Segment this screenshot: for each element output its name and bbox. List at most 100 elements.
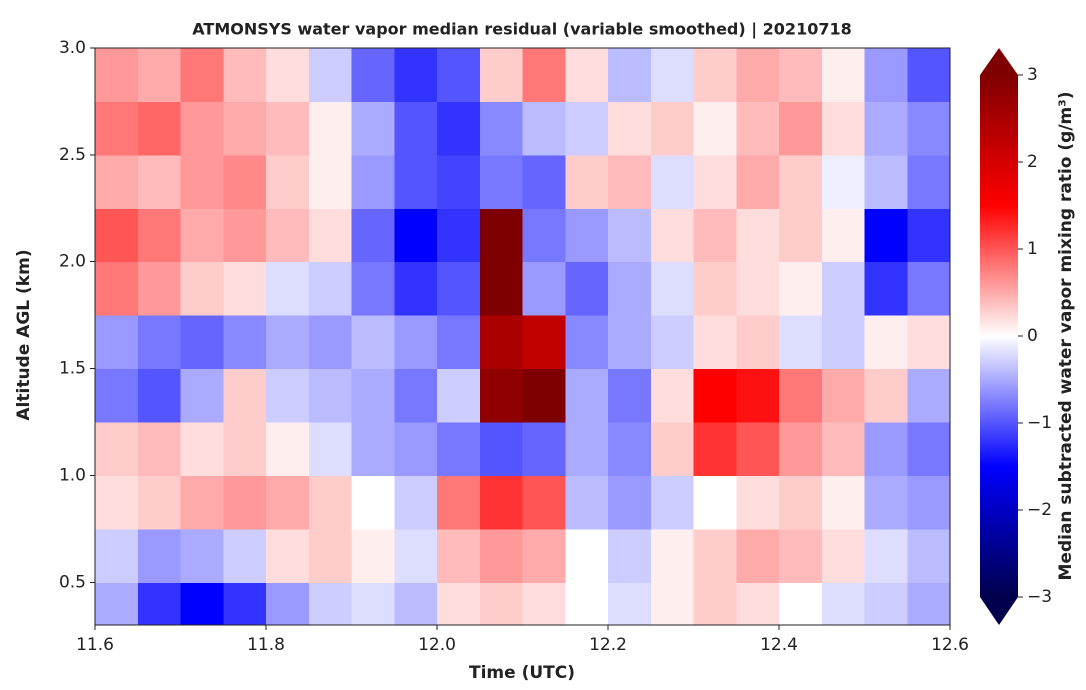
heat-cell: [821, 48, 865, 102]
heat-cell: [522, 315, 566, 370]
heat-cell: [779, 368, 823, 423]
heat-cell: [266, 421, 310, 476]
heat-cell: [437, 421, 481, 476]
heat-cell: [650, 101, 694, 156]
heat-cell: [736, 208, 780, 263]
heat-cell: [180, 315, 224, 370]
heat-cell: [95, 154, 139, 209]
heat-cell: [308, 154, 352, 209]
heat-cell: [650, 475, 694, 530]
heat-cell: [479, 528, 523, 583]
heat-cell: [864, 528, 908, 583]
heat-cell: [736, 48, 780, 102]
y-tick-label: 2.5: [59, 145, 86, 165]
heat-cell: [351, 315, 395, 370]
heat-cell: [180, 368, 224, 423]
heat-cell: [137, 421, 181, 476]
heat-cell: [693, 208, 737, 263]
colorbar: [980, 75, 1018, 597]
heat-cell: [394, 475, 438, 530]
heat-cell: [308, 261, 352, 316]
heat-cell: [736, 101, 780, 156]
heat-cell: [779, 261, 823, 316]
heat-cell: [266, 582, 310, 626]
heat-cell: [907, 261, 951, 316]
heat-cell: [864, 421, 908, 476]
heat-cell: [266, 261, 310, 316]
heat-cell: [394, 315, 438, 370]
heat-cell: [137, 368, 181, 423]
heat-cell: [821, 421, 865, 476]
heat-cell: [137, 528, 181, 583]
heat-cell: [522, 48, 566, 102]
heat-cell: [736, 368, 780, 423]
heat-cell: [608, 475, 652, 530]
heat-cell: [608, 368, 652, 423]
x-tick-label: 12.6: [931, 635, 969, 655]
heat-cell: [308, 315, 352, 370]
heat-cell: [608, 261, 652, 316]
heat-cell: [608, 315, 652, 370]
heat-cell: [394, 208, 438, 263]
heat-cell: [907, 528, 951, 583]
y-axis-label: Altitude AGL (km): [14, 249, 34, 420]
heat-cell: [779, 582, 823, 626]
heat-cell: [95, 582, 139, 626]
heat-cell: [137, 315, 181, 370]
heat-cell: [736, 421, 780, 476]
heat-cell: [180, 261, 224, 316]
heat-cell: [693, 582, 737, 626]
heat-cell: [95, 261, 139, 316]
heat-cell: [351, 101, 395, 156]
heat-cell: [223, 528, 267, 583]
heat-cell: [864, 101, 908, 156]
heat-cell: [864, 261, 908, 316]
heat-cell: [736, 261, 780, 316]
heat-cell: [779, 208, 823, 263]
heat-cell: [522, 475, 566, 530]
heat-cell: [223, 582, 267, 626]
heat-cell: [351, 48, 395, 102]
heat-cell: [522, 528, 566, 583]
heat-cell: [693, 421, 737, 476]
heat-cell: [137, 154, 181, 209]
heat-cell: [223, 368, 267, 423]
heat-cell: [479, 261, 523, 316]
heat-cell: [907, 421, 951, 476]
heat-cell: [266, 208, 310, 263]
heat-cell: [779, 48, 823, 102]
heat-cell: [693, 368, 737, 423]
heat-cell: [394, 528, 438, 583]
heat-cell: [821, 582, 865, 626]
heat-cell: [394, 48, 438, 102]
heat-cell: [266, 315, 310, 370]
colorbar-tick-label: 0: [1027, 326, 1038, 346]
heat-cell: [95, 315, 139, 370]
heat-cell: [650, 315, 694, 370]
heat-cell: [394, 154, 438, 209]
heat-cell: [736, 528, 780, 583]
heat-cell: [223, 101, 267, 156]
heat-cell: [608, 101, 652, 156]
heat-cell: [650, 48, 694, 102]
heat-cell: [180, 154, 224, 209]
heat-cell: [479, 368, 523, 423]
heat-cell: [907, 582, 951, 626]
heat-cell: [95, 368, 139, 423]
heat-cell: [351, 582, 395, 626]
heat-cell: [522, 261, 566, 316]
heat-cell: [821, 208, 865, 263]
heat-cell: [308, 208, 352, 263]
x-tick-label: 12.2: [589, 635, 627, 655]
heat-cell: [437, 48, 481, 102]
heat-cell: [565, 208, 609, 263]
heat-cell: [137, 101, 181, 156]
heat-cell: [907, 154, 951, 209]
heat-cell: [608, 48, 652, 102]
heat-cell: [137, 208, 181, 263]
heat-cell: [650, 368, 694, 423]
heat-cell: [479, 101, 523, 156]
heat-cell: [522, 208, 566, 263]
heat-cell: [693, 261, 737, 316]
